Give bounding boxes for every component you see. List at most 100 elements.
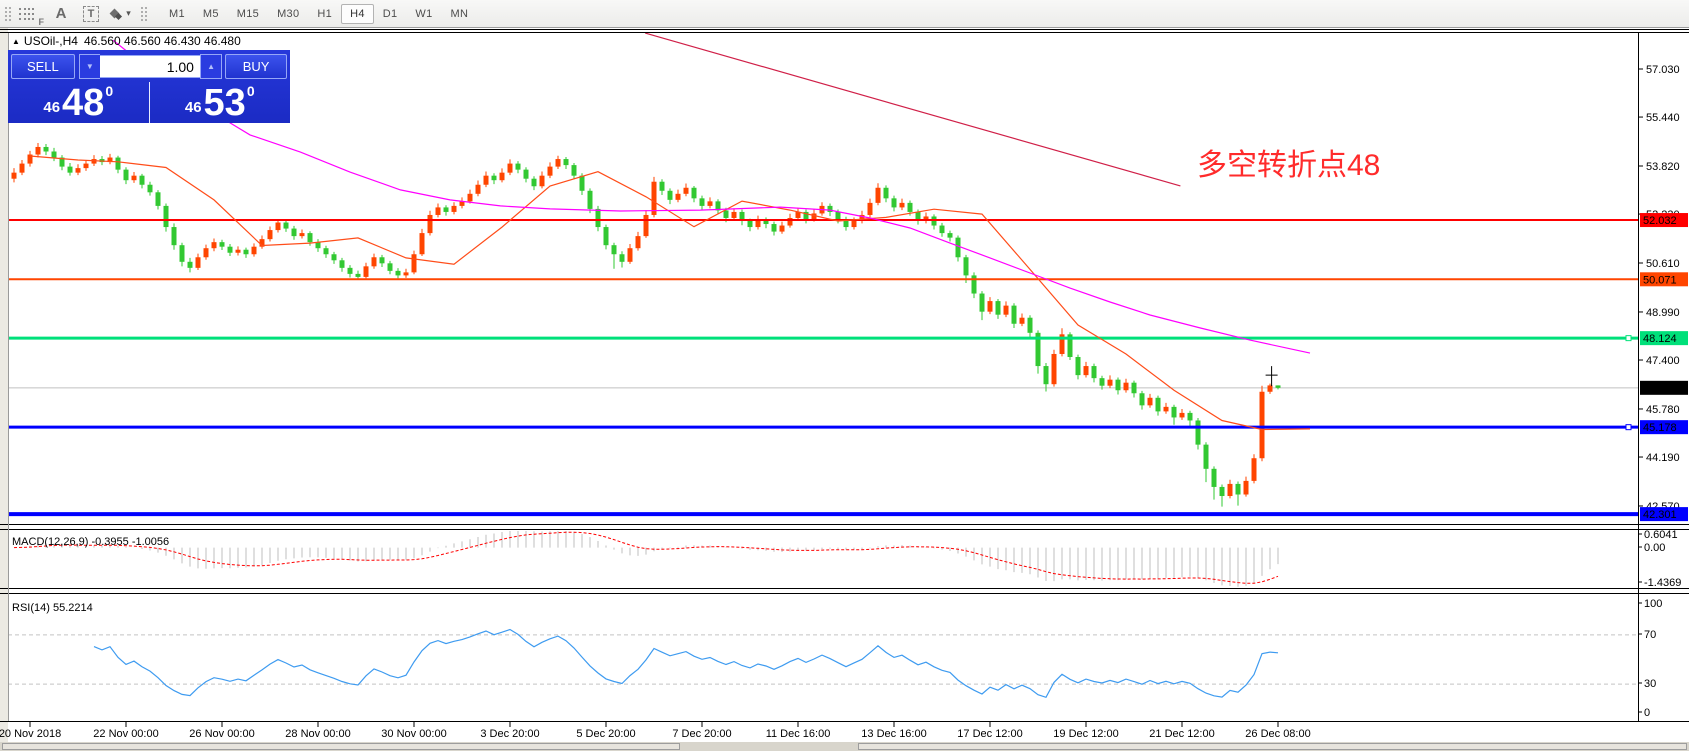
candle[interactable] bbox=[515, 163, 521, 170]
collapse-triangle-icon[interactable]: ▲ bbox=[12, 37, 20, 46]
candle[interactable] bbox=[971, 275, 977, 294]
candle[interactable] bbox=[139, 175, 145, 185]
candle[interactable] bbox=[659, 181, 665, 191]
candle[interactable] bbox=[827, 205, 833, 212]
macd-signal-line[interactable] bbox=[13, 531, 1279, 584]
candle[interactable] bbox=[555, 159, 561, 167]
arrows-tool-icon[interactable]: ▾ bbox=[109, 3, 133, 25]
candle[interactable] bbox=[619, 254, 625, 262]
candle[interactable] bbox=[371, 257, 377, 267]
candle[interactable] bbox=[1043, 366, 1049, 385]
candle[interactable] bbox=[283, 222, 289, 229]
candle[interactable] bbox=[1251, 458, 1257, 481]
candle[interactable] bbox=[419, 233, 425, 255]
candle[interactable] bbox=[1235, 483, 1241, 495]
candle[interactable] bbox=[979, 293, 985, 312]
candle[interactable] bbox=[1099, 378, 1105, 386]
candle[interactable] bbox=[275, 222, 281, 231]
candle[interactable] bbox=[427, 214, 433, 234]
candle[interactable] bbox=[1267, 385, 1273, 392]
candle[interactable] bbox=[867, 202, 873, 215]
candle[interactable] bbox=[179, 245, 185, 262]
sell-button[interactable]: SELL bbox=[11, 54, 75, 79]
candle[interactable] bbox=[539, 175, 545, 187]
candle[interactable] bbox=[1003, 305, 1009, 315]
candle[interactable] bbox=[507, 163, 513, 173]
volume-increase-button[interactable]: ▲ bbox=[199, 54, 223, 79]
candle[interactable] bbox=[715, 201, 721, 211]
descending-trendline[interactable] bbox=[645, 32, 1181, 187]
candle[interactable] bbox=[779, 225, 785, 232]
candle[interactable] bbox=[1123, 382, 1129, 391]
candle[interactable] bbox=[835, 211, 841, 220]
candle[interactable] bbox=[1107, 379, 1113, 386]
candle[interactable] bbox=[307, 233, 313, 243]
candle[interactable] bbox=[531, 178, 537, 187]
candle[interactable] bbox=[499, 172, 505, 181]
candle[interactable] bbox=[635, 236, 641, 249]
candle[interactable] bbox=[1083, 366, 1089, 376]
candle[interactable] bbox=[1259, 391, 1265, 459]
candle[interactable] bbox=[891, 198, 897, 208]
candle[interactable] bbox=[363, 266, 369, 277]
candle[interactable] bbox=[1147, 397, 1153, 406]
candle[interactable] bbox=[811, 213, 817, 220]
timeframe-button-h4[interactable]: H4 bbox=[341, 3, 374, 24]
slow-ma-line[interactable] bbox=[112, 39, 1311, 354]
candle[interactable] bbox=[699, 198, 705, 206]
candle[interactable] bbox=[851, 221, 857, 228]
candle[interactable] bbox=[51, 151, 57, 158]
candle[interactable] bbox=[1027, 317, 1033, 333]
candle[interactable] bbox=[1019, 317, 1025, 324]
candle[interactable] bbox=[955, 237, 961, 258]
candle[interactable] bbox=[443, 207, 449, 212]
candle[interactable] bbox=[987, 301, 993, 312]
timeframe-button-m5[interactable]: M5 bbox=[202, 7, 219, 20]
candle[interactable] bbox=[299, 233, 305, 237]
candle[interactable] bbox=[1211, 468, 1217, 487]
candle[interactable] bbox=[843, 219, 849, 228]
candle[interactable] bbox=[83, 163, 89, 169]
candle[interactable] bbox=[611, 245, 617, 255]
candle[interactable] bbox=[883, 187, 889, 199]
candle[interactable] bbox=[627, 248, 633, 262]
candle[interactable] bbox=[579, 175, 585, 191]
candle[interactable] bbox=[651, 181, 657, 215]
timeframe-button-mn[interactable]: MN bbox=[450, 7, 469, 20]
candle[interactable] bbox=[1155, 397, 1161, 412]
candle[interactable] bbox=[243, 249, 249, 255]
candle[interactable] bbox=[1067, 334, 1073, 357]
candle[interactable] bbox=[1195, 420, 1201, 445]
candle[interactable] bbox=[747, 221, 753, 228]
candle[interactable] bbox=[1171, 406, 1177, 418]
candle[interactable] bbox=[1187, 412, 1193, 421]
toolbar-grip[interactable] bbox=[3, 4, 13, 23]
candle[interactable] bbox=[1163, 406, 1169, 412]
candle[interactable] bbox=[219, 242, 225, 247]
candle[interactable] bbox=[163, 205, 169, 228]
candle[interactable] bbox=[187, 261, 193, 268]
line-handle[interactable] bbox=[1625, 424, 1632, 431]
candle[interactable] bbox=[1243, 480, 1249, 495]
volume-input[interactable] bbox=[99, 55, 200, 78]
candle[interactable] bbox=[123, 169, 129, 181]
line-handle[interactable] bbox=[1625, 335, 1632, 342]
candle[interactable] bbox=[267, 230, 273, 240]
candle[interactable] bbox=[1075, 356, 1081, 376]
candle[interactable] bbox=[411, 254, 417, 273]
candle[interactable] bbox=[1179, 412, 1185, 418]
candle[interactable] bbox=[1091, 366, 1097, 379]
candle[interactable] bbox=[947, 233, 953, 238]
candle[interactable] bbox=[107, 157, 113, 163]
candle[interactable] bbox=[171, 227, 177, 246]
candle[interactable] bbox=[339, 260, 345, 268]
candle[interactable] bbox=[35, 146, 41, 155]
candle[interactable] bbox=[435, 207, 441, 215]
candle[interactable] bbox=[587, 190, 593, 209]
candle[interactable] bbox=[387, 263, 393, 271]
candle[interactable] bbox=[563, 159, 569, 166]
candle[interactable] bbox=[291, 228, 297, 237]
candle[interactable] bbox=[115, 157, 121, 170]
candle[interactable] bbox=[251, 246, 257, 255]
candle[interactable] bbox=[923, 216, 929, 222]
